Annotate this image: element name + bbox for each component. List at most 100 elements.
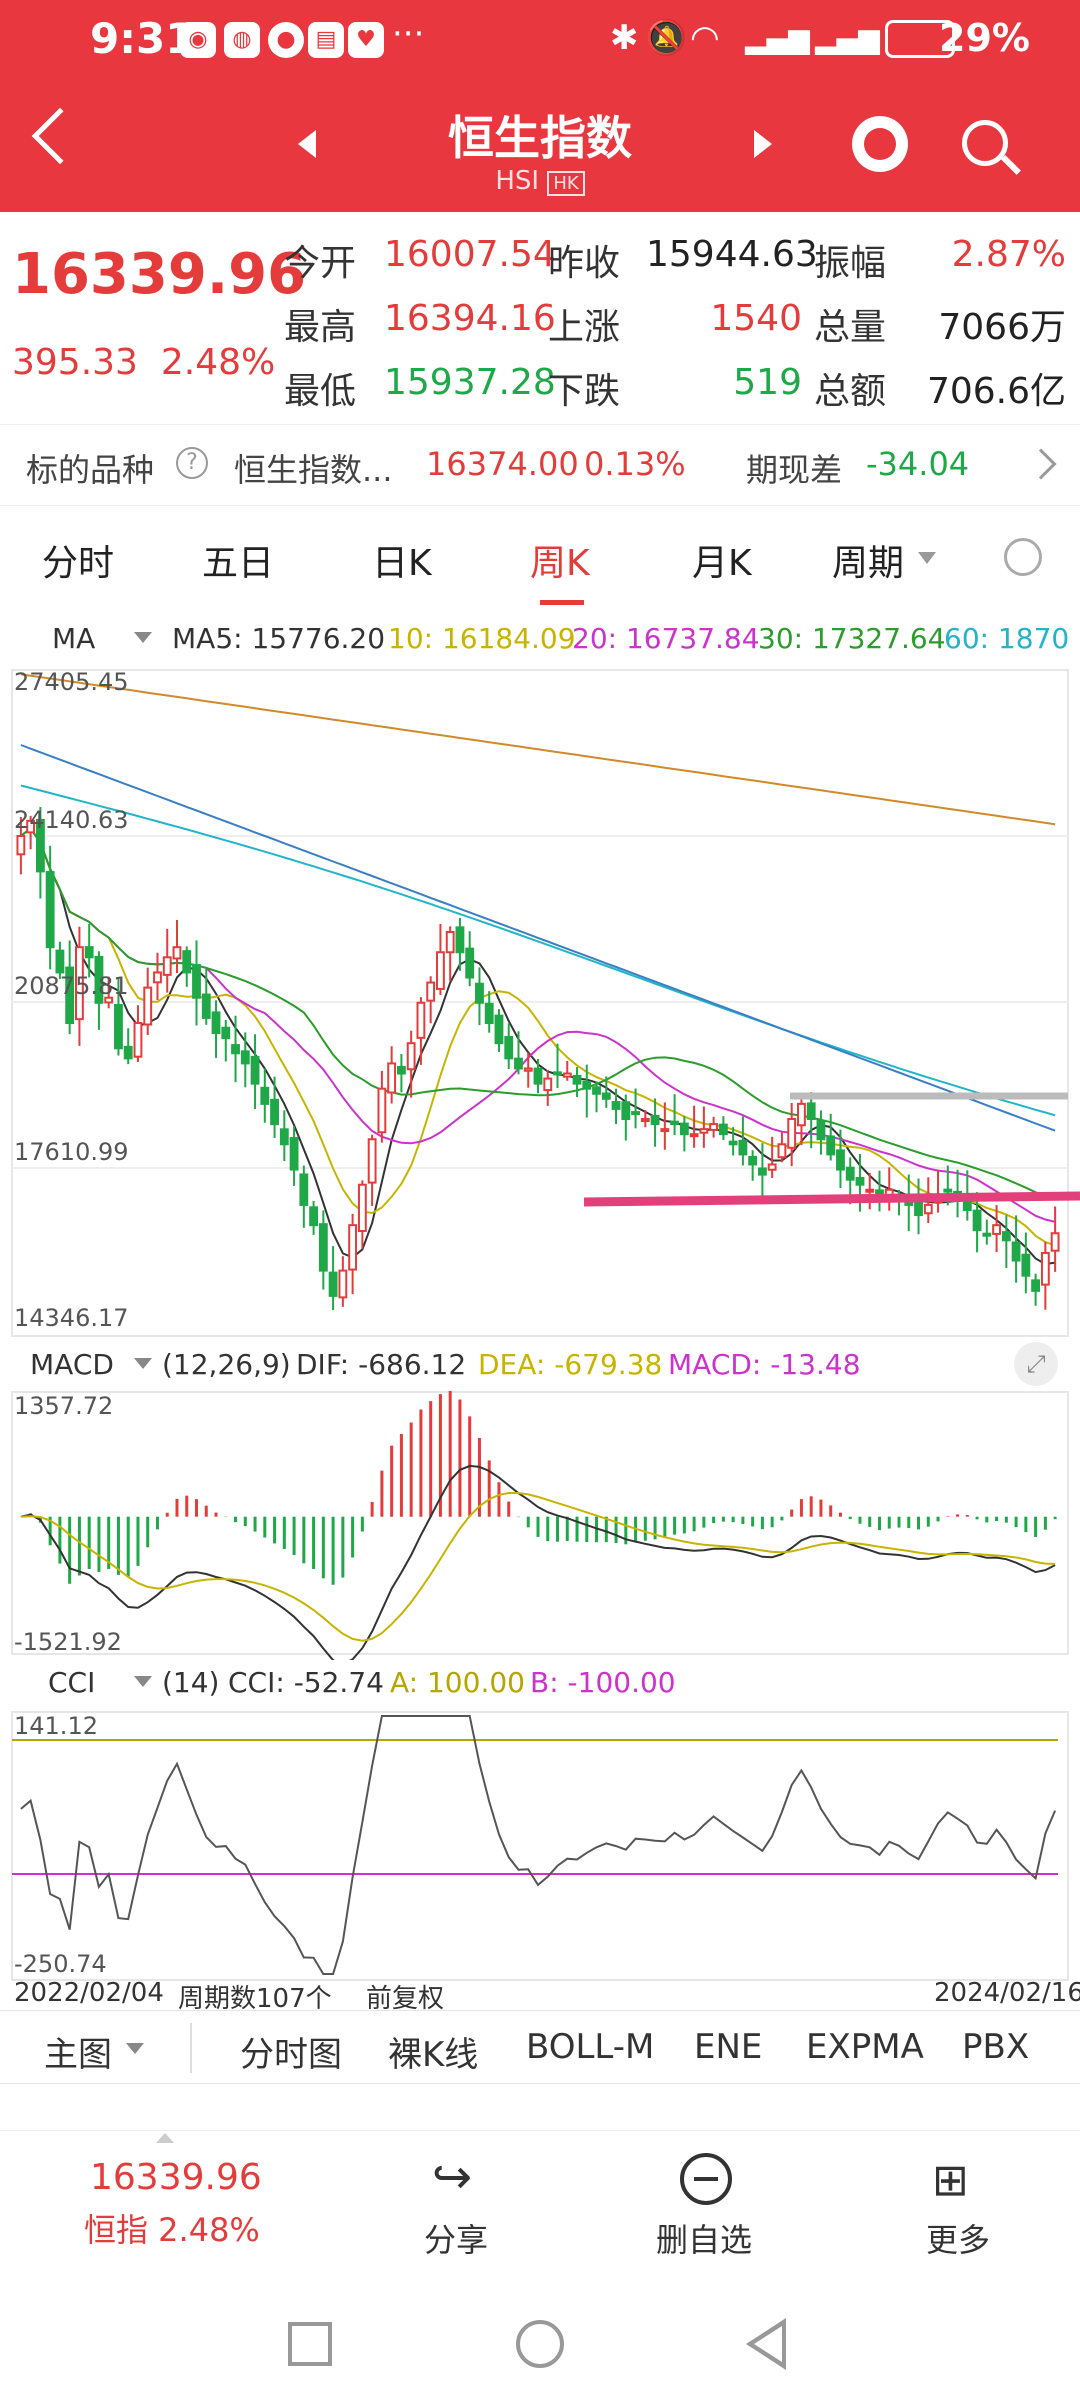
candle (231, 1015, 240, 1083)
candlestick-chart[interactable] (0, 666, 1080, 1396)
ma-name[interactable]: MA (52, 622, 96, 655)
cci-name[interactable]: CCI (48, 1666, 96, 1699)
cci-axis-bottom: -250.74 (14, 1950, 107, 1978)
tab-five-day[interactable]: 五日 (202, 543, 275, 584)
candle (972, 1192, 982, 1253)
support-line (583, 1191, 1080, 1207)
futures-row[interactable]: 标的品种 ? 恒生指数... 16374.00 0.13% 期现差 -34.04 (0, 424, 1080, 506)
candle (396, 1053, 406, 1093)
ma-dropdown-icon[interactable] (134, 632, 152, 643)
market-tag: HK (547, 171, 585, 196)
candle (592, 1081, 601, 1113)
remove-label: 删自选 (656, 2221, 753, 2259)
candle (348, 1213, 358, 1295)
candle (816, 1110, 826, 1155)
price-change: 395.33 2.48% (12, 342, 275, 383)
signal-icon: ▂▄▆ (745, 22, 810, 55)
indicator-naked-k[interactable]: 裸K线 (388, 2035, 479, 2075)
dif-value: DIF: -686.12 (296, 1348, 467, 1381)
candle (728, 1127, 738, 1156)
candle (221, 1019, 231, 1062)
indicator-expma[interactable]: EXPMA (806, 2027, 924, 2067)
candle (387, 1046, 397, 1104)
macd-name[interactable]: MACD (30, 1348, 114, 1381)
tab-daily-k[interactable]: 日K (372, 543, 432, 584)
tab-intraday[interactable]: 分时 (42, 543, 115, 584)
high-value: 16394.16 (384, 298, 556, 339)
tab-period[interactable]: 周期 (832, 543, 905, 584)
dock-expand-icon[interactable] (156, 2133, 174, 2143)
indicator-pbx[interactable]: PBX (962, 2027, 1030, 2067)
candle (826, 1113, 836, 1161)
settings-icon[interactable] (1004, 538, 1042, 576)
main-chart-selector[interactable]: 主图 (44, 2035, 112, 2075)
main-chart-dropdown-icon[interactable] (126, 2043, 144, 2054)
indicator-intraday[interactable]: 分时图 (240, 2035, 342, 2075)
home-icon[interactable] (516, 2320, 564, 2368)
period-tabs: 分时 五日 日K 周K 月K 周期 (0, 508, 1080, 608)
candle (426, 976, 436, 1024)
prev-index-icon[interactable] (298, 130, 316, 158)
macd-chart[interactable] (0, 1390, 1080, 1660)
next-index-icon[interactable] (754, 130, 772, 158)
chart-area: MA MA5: 15776.20 10: 16184.09 20: 16737.… (0, 606, 1080, 2014)
basis-value: -34.04 (866, 445, 970, 483)
recent-apps-icon[interactable] (288, 2322, 332, 2366)
candle (94, 951, 104, 1030)
message-notification-icon: ● (268, 22, 304, 58)
candle (982, 1219, 992, 1245)
more-button[interactable]: ⊞ 更多 (906, 2145, 1016, 2275)
candle (514, 1031, 523, 1075)
candle (16, 817, 26, 875)
candle (650, 1098, 660, 1147)
cci-chart[interactable] (0, 1710, 1080, 1986)
indicator-ene[interactable]: ENE (694, 2027, 763, 2067)
candle (260, 1068, 270, 1123)
tab-weekly-k[interactable]: 周K (530, 543, 590, 584)
ma20-line (20, 826, 1056, 1223)
adjust-mode[interactable]: 前复权 (366, 1984, 445, 2014)
assistant-icon[interactable] (852, 116, 908, 172)
macd-dropdown-icon[interactable] (134, 1358, 152, 1369)
price-axis-bottom: 14346.17 (14, 1304, 129, 1332)
candle (65, 940, 75, 1035)
cci-dropdown-icon[interactable] (134, 1676, 152, 1687)
header: 恒生指数 HSI HK (0, 80, 1080, 212)
candle (465, 931, 475, 987)
futures-price: 16374.00 (426, 445, 579, 483)
share-button[interactable]: ↪ 分享 (404, 2145, 514, 2275)
ma30-line (20, 826, 1056, 1199)
candle (1011, 1215, 1021, 1283)
candle (1040, 1241, 1050, 1310)
candle (533, 1058, 543, 1094)
candle (992, 1205, 1001, 1253)
candle (192, 940, 201, 1026)
remove-watchlist-button[interactable]: 删自选 (650, 2145, 780, 2275)
current-price: 16339.96 (12, 242, 307, 307)
search-icon[interactable] (962, 120, 1008, 166)
tab-monthly-k[interactable]: 月K (692, 543, 752, 584)
expand-icon[interactable]: ⤢ (1014, 1342, 1058, 1386)
candle (494, 1009, 504, 1052)
candle (933, 1169, 943, 1213)
candle (757, 1143, 767, 1199)
candle (153, 952, 162, 1001)
battery-percent: 29% (939, 16, 1030, 60)
candle (270, 1076, 279, 1138)
wallet-notification-icon: ▤ (308, 22, 344, 58)
dea-line (20, 1492, 1056, 1642)
cci-legend: CCI (14) CCI: -52.74 A: 100.00 B: -100.0… (0, 1666, 1080, 1706)
candle (640, 1110, 650, 1128)
indicator-bar: 主图 分时图 裸K线 BOLL-M ENE EXPMA PBX (0, 2010, 1080, 2084)
candle (328, 1246, 338, 1311)
macd-value: MACD: -13.48 (668, 1348, 861, 1381)
help-icon[interactable]: ? (176, 447, 208, 479)
candle (1050, 1206, 1060, 1272)
candle (679, 1116, 689, 1152)
candle (553, 1043, 562, 1089)
date-start: 2022/02/04 (14, 1978, 164, 2008)
indicator-boll[interactable]: BOLL-M (526, 2027, 655, 2067)
chevron-right-icon[interactable] (1025, 448, 1057, 480)
battery-icon (885, 20, 955, 58)
cci-line (20, 1715, 1057, 1975)
